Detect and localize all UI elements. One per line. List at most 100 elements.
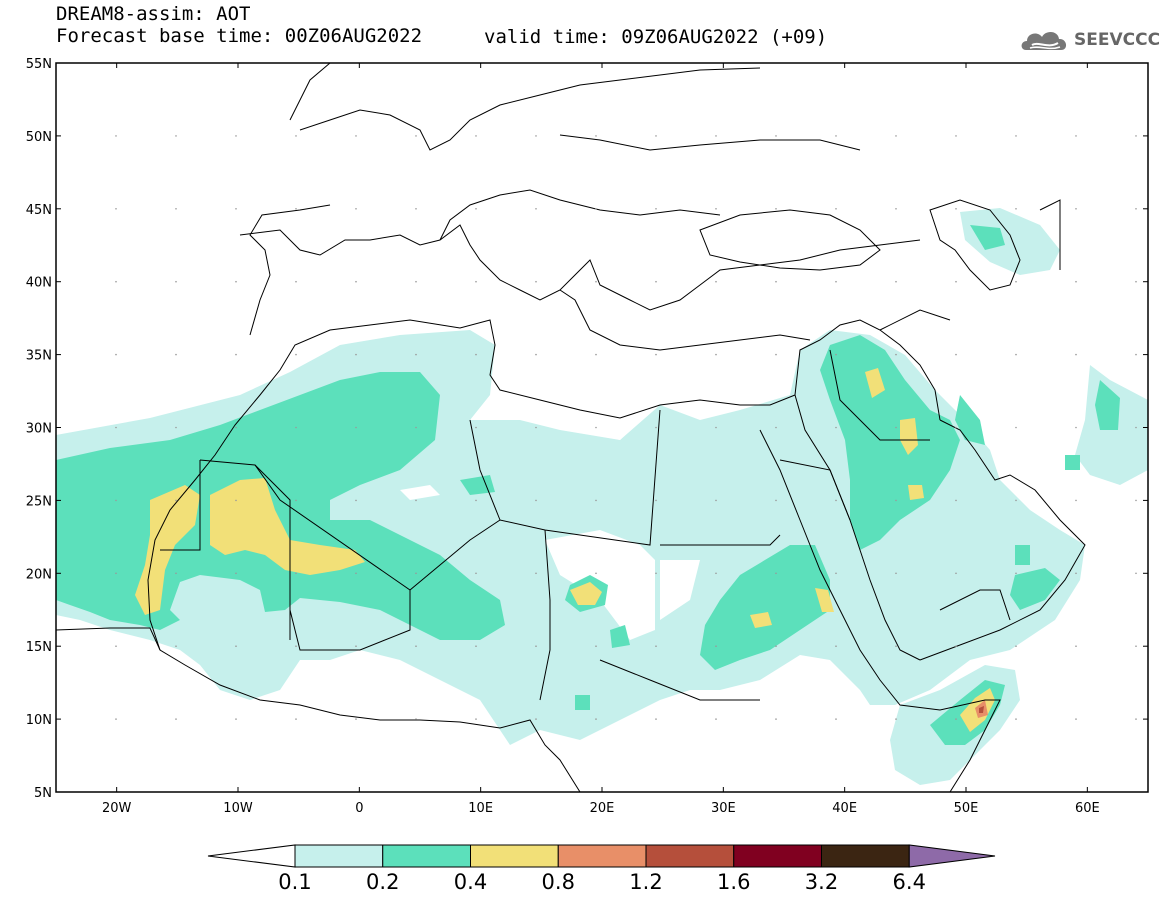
grid-dot	[775, 645, 777, 647]
grid-dot	[835, 499, 837, 502]
grid-dot	[175, 353, 177, 356]
grid-dot	[895, 426, 897, 429]
grid-dot	[1135, 572, 1137, 575]
grid-dot	[415, 645, 417, 647]
grid-dot	[475, 645, 477, 647]
grid-dot	[175, 208, 177, 210]
grid-dot	[115, 645, 117, 647]
grid-dot	[715, 499, 717, 502]
colorbar-label: 0.8	[542, 870, 575, 894]
grid-dot	[415, 426, 417, 429]
lon-label: 10E	[468, 801, 493, 816]
grid-dot	[955, 280, 957, 283]
grid-dot	[895, 135, 897, 137]
grid-dot	[415, 280, 417, 283]
grid-dot	[655, 718, 657, 720]
grid-dot	[595, 645, 597, 647]
lon-label: 20E	[590, 801, 615, 816]
grid-dot	[1015, 353, 1017, 356]
grid-dot	[835, 208, 837, 210]
grid-dot	[355, 645, 357, 647]
grid-dot	[415, 499, 417, 502]
grid-dot	[115, 499, 117, 502]
grid-dot	[775, 718, 777, 720]
lat-label: 15N	[26, 640, 52, 655]
lat-label: 5N	[34, 786, 52, 801]
grid-dot	[175, 645, 177, 647]
grid-dot	[535, 426, 537, 429]
grid-dot	[1075, 499, 1077, 502]
grid-dot	[1135, 499, 1137, 502]
longitude-axis: 20W 10W 0 10E 20E 30E 40E 50E 60E	[102, 63, 1100, 816]
grid-dot	[295, 353, 297, 356]
grid-dot	[715, 645, 717, 647]
model-title: DREAM8-assim: AOT	[56, 3, 251, 25]
grid-dot	[295, 135, 297, 137]
grid-dot	[235, 499, 237, 502]
grid-dot	[355, 718, 357, 720]
grid-dot	[955, 572, 957, 575]
grid-dot	[235, 645, 237, 647]
grid-dot	[835, 572, 837, 575]
grid-dot	[295, 645, 297, 647]
grid-dot	[1135, 280, 1137, 283]
grid-dot	[535, 280, 537, 283]
grid-dot	[715, 572, 717, 575]
lon-label: 40E	[832, 801, 857, 816]
grid-dot	[835, 426, 837, 429]
grid-dot	[235, 718, 237, 720]
grid-dot	[175, 572, 177, 575]
lon-label: 20W	[102, 801, 132, 816]
grid-dot	[115, 353, 117, 356]
grid-dot	[895, 280, 897, 283]
colorbar-segment	[645, 844, 735, 868]
grid-dot	[895, 718, 897, 720]
lat-label: 30N	[26, 422, 52, 437]
grid-dot	[1135, 208, 1137, 210]
grid-dot	[1015, 572, 1017, 575]
grid-dot	[295, 499, 297, 502]
grid-dot	[595, 572, 597, 575]
grid-dot	[955, 645, 957, 647]
grid-dot	[895, 572, 897, 575]
grid-dot	[535, 572, 537, 575]
colorbar-label: 1.6	[717, 870, 750, 894]
grid-dot	[835, 718, 837, 720]
grid-dot	[415, 718, 417, 720]
lat-label: 45N	[26, 203, 52, 218]
grid-dot	[1135, 135, 1137, 137]
logo-text: SEEVCCC	[1074, 30, 1161, 50]
grid-dot	[955, 426, 957, 429]
colorbar-segment	[382, 844, 471, 868]
grid-dot	[595, 499, 597, 502]
grid-dot	[655, 499, 657, 502]
grid-dot	[475, 280, 477, 283]
grid-dot	[115, 280, 117, 283]
grid-dot	[355, 135, 357, 137]
grid-dot	[1135, 718, 1137, 720]
grid-dot	[475, 426, 477, 429]
grid-dot	[1075, 353, 1077, 356]
map-outlines	[56, 63, 1086, 792]
colorbar: 0.1 0.2 0.4 0.8 1.2 1.6 3.2 6.4	[207, 844, 996, 894]
grid-dot	[1015, 280, 1017, 283]
latitude-axis: 55N 50N 45N 40N 35N 30N 25N 20N 15N 10N 5N	[26, 57, 1148, 801]
grid-dot	[235, 280, 237, 283]
grid-dot	[535, 208, 537, 210]
colorbar-label: 6.4	[893, 870, 926, 894]
colorbar-segment	[557, 844, 647, 868]
grid-dot	[535, 718, 537, 720]
grid-dot	[835, 280, 837, 283]
colorbar-label: 0.1	[278, 870, 311, 894]
grid-dot	[295, 208, 297, 210]
grid-dot	[175, 718, 177, 720]
grid-dot	[415, 353, 417, 356]
colorbar-label: 0.4	[454, 870, 487, 894]
lat-label: 10N	[26, 713, 52, 728]
valid-time: valid time: 09Z06AUG2022 (+09)	[484, 26, 828, 48]
grid-dot	[595, 353, 597, 356]
grid-dot	[715, 353, 717, 356]
grid-dot	[295, 572, 297, 575]
grid-dot	[115, 426, 117, 429]
